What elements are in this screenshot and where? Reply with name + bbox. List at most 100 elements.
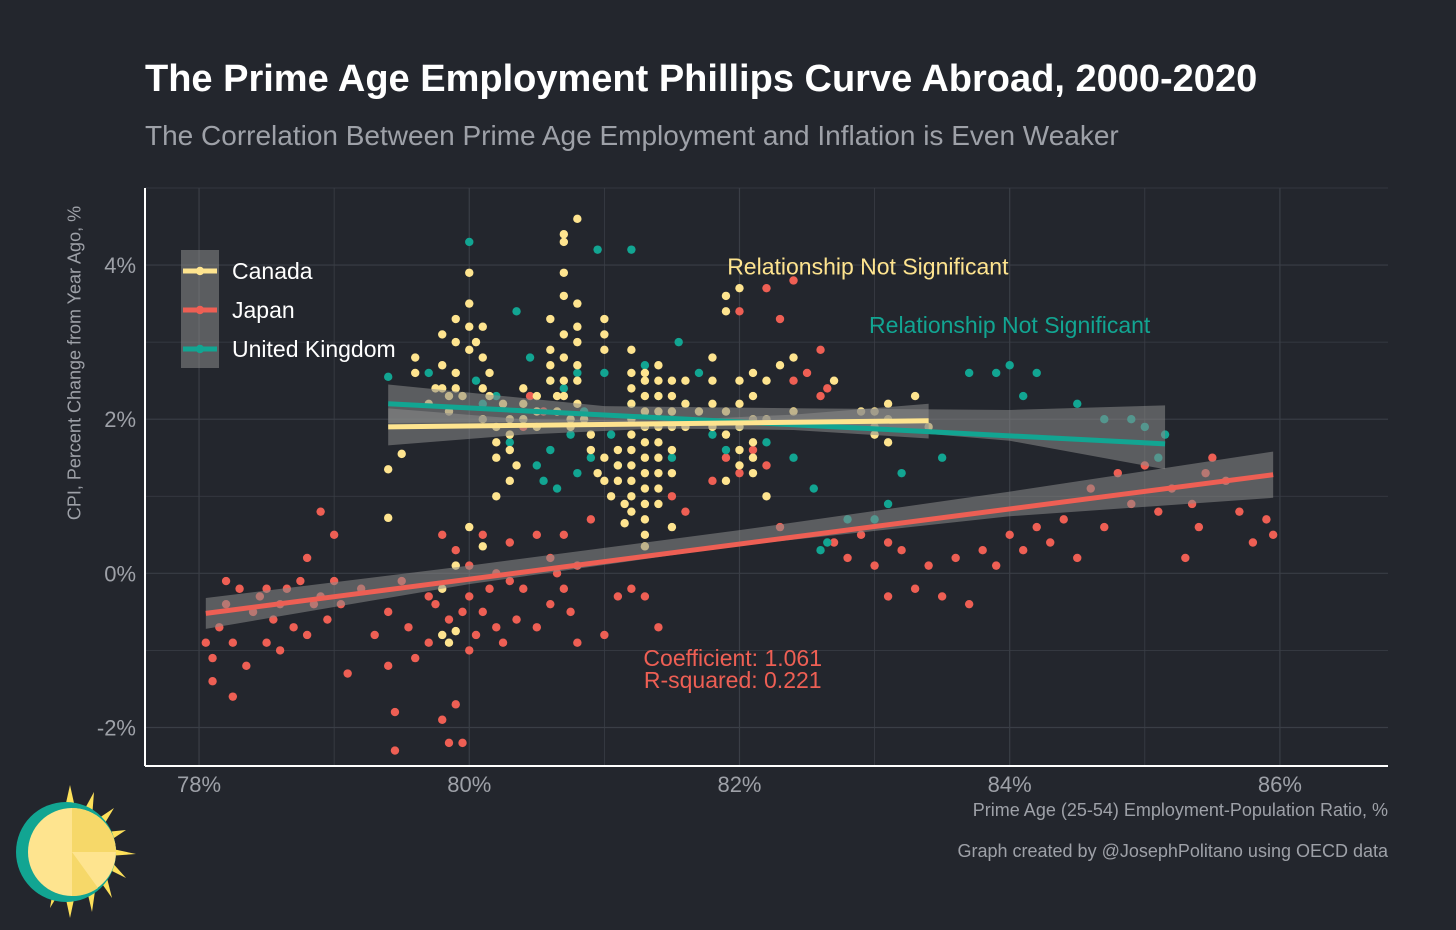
legend-key-point (195, 344, 205, 354)
sun-logo-icon (16, 785, 136, 918)
japan-point (1100, 522, 1109, 532)
japan-point (1208, 453, 1217, 462)
japan-point (1059, 515, 1068, 524)
canada-point (627, 384, 636, 393)
canada-point (559, 330, 569, 339)
canada-point (573, 322, 582, 331)
canada-point (721, 291, 731, 301)
united-kingdom-point (586, 453, 596, 462)
japan-point (323, 615, 332, 624)
canada-point (681, 376, 690, 385)
canada-point (721, 476, 731, 486)
canada-point (451, 384, 460, 393)
japan-point (343, 669, 352, 678)
japan-point (1248, 538, 1258, 547)
canada-point (606, 492, 616, 501)
canada-point (546, 361, 555, 370)
canada-point (559, 353, 569, 362)
canada-point (438, 630, 447, 640)
united-kingdom-point (991, 368, 1001, 378)
united-kingdom-point (1073, 399, 1082, 408)
united-kingdom-point (964, 368, 974, 378)
japan-point (329, 530, 339, 539)
canada-point (654, 453, 663, 462)
japan-point (424, 592, 433, 601)
legend-label: Canada (232, 258, 313, 284)
canada-point (573, 299, 582, 308)
japan-point (532, 623, 542, 632)
canada-point (451, 368, 460, 378)
canada-point (444, 638, 454, 647)
united-kingdom-point (823, 538, 832, 547)
canada-point (546, 314, 555, 324)
canada-point (600, 314, 609, 324)
japan-point (964, 599, 974, 609)
japan-point (883, 592, 893, 601)
canada-point (708, 399, 717, 408)
canada-point (620, 499, 629, 509)
japan-point (458, 738, 467, 748)
united-kingdom-point (1019, 391, 1028, 401)
canada-point (465, 522, 474, 532)
japan-point (465, 592, 474, 601)
canada-point (762, 376, 771, 385)
canada-point (735, 376, 744, 385)
japan-point (667, 492, 677, 501)
canada-point (492, 492, 501, 501)
japan-point (613, 592, 623, 601)
japan-point (262, 638, 271, 647)
canada-point (667, 522, 677, 532)
canada-point (667, 445, 677, 455)
canada-point (748, 368, 758, 378)
japan-point (586, 515, 596, 524)
japan-point (1194, 522, 1204, 532)
japan-point (302, 630, 312, 640)
united-kingdom-confidence-band (388, 384, 1166, 470)
japan-point (991, 561, 1001, 570)
canada-point (775, 361, 785, 370)
canada-point (600, 453, 609, 462)
canada-point (883, 438, 893, 447)
japan-point (451, 546, 460, 555)
japan-point (1181, 553, 1190, 563)
united-kingdom-point (573, 368, 582, 378)
canada-point (640, 376, 650, 385)
canada-point (627, 461, 636, 470)
japan-point (1005, 530, 1014, 539)
credit-text: Graph created by @JosephPolitano using O… (957, 841, 1388, 861)
y-tick-label: 4% (104, 253, 136, 278)
canada-point (654, 484, 663, 493)
japan-point (789, 376, 798, 385)
canada-trend-line (388, 418, 929, 430)
canada-point (559, 291, 569, 301)
canada-point (512, 461, 521, 470)
canada-point (748, 468, 758, 478)
japan-point (1019, 546, 1028, 555)
japan-point (1154, 507, 1163, 516)
canada-point (586, 430, 596, 439)
canada-point (762, 492, 771, 501)
canada-point (640, 530, 650, 539)
united-kingdom-point (424, 368, 433, 378)
canada-point (721, 430, 731, 439)
canada-point (620, 519, 629, 528)
x-tick-label: 78% (177, 772, 221, 797)
canada-point (465, 268, 474, 277)
canada-point (627, 445, 636, 455)
japan-point (478, 530, 487, 539)
japan-point (870, 561, 879, 570)
japan-point (370, 630, 379, 640)
japan-trend-line (205, 472, 1274, 616)
united-kingdom-point (1005, 361, 1014, 370)
japan-point (843, 553, 852, 563)
canada-point (640, 468, 650, 478)
x-axis-label: Prime Age (25-54) Employment-Population … (972, 800, 1388, 820)
japan-point (438, 530, 447, 539)
japan-point (465, 646, 474, 655)
japan-point (708, 476, 717, 486)
annotation-text: Relationship Not Significant (727, 253, 1009, 279)
japan-point (1046, 538, 1055, 547)
japan-point (573, 638, 582, 647)
japan-point (566, 607, 575, 617)
japan-point (1268, 530, 1278, 539)
